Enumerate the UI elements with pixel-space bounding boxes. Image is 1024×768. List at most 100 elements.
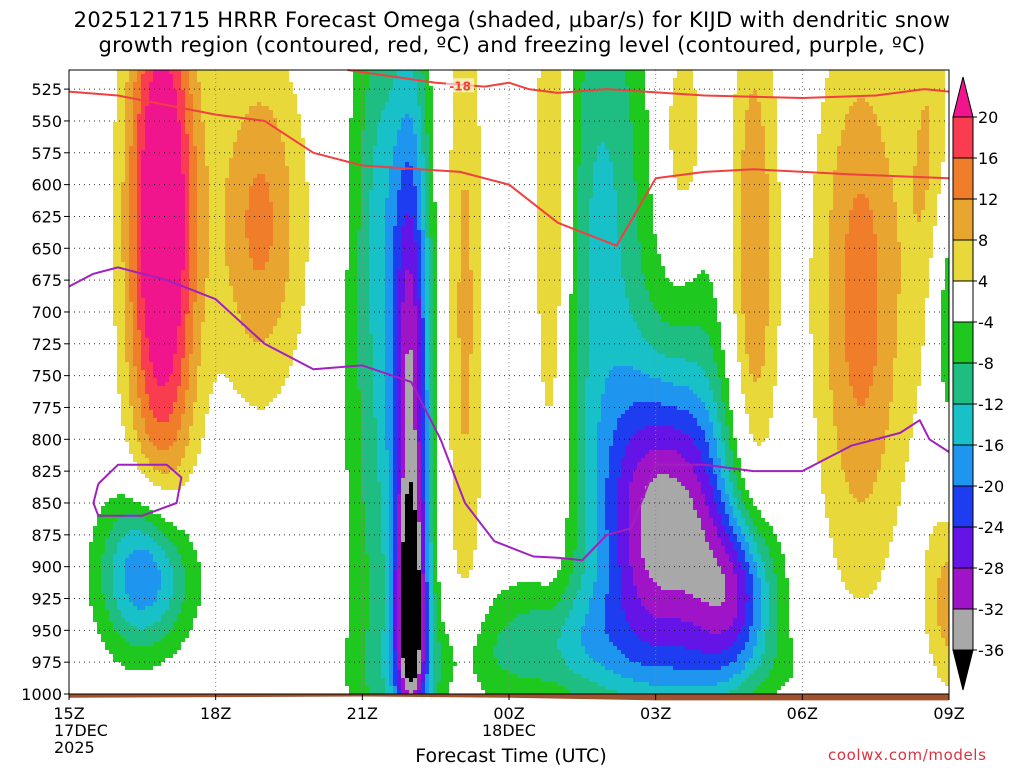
omega-cell xyxy=(349,146,353,150)
omega-cell xyxy=(237,162,241,166)
omega-cell xyxy=(289,186,293,190)
omega-cell xyxy=(689,90,693,94)
omega-cell xyxy=(541,94,545,98)
omega-cell xyxy=(581,78,585,82)
omega-cell xyxy=(157,70,161,74)
omega-cell xyxy=(201,78,205,82)
omega-cell xyxy=(621,98,625,102)
omega-cell xyxy=(473,98,477,102)
omega-cell xyxy=(181,122,185,126)
omega-cell xyxy=(361,198,365,202)
omega-cell xyxy=(889,170,893,174)
omega-cell xyxy=(457,174,461,178)
omega-cell xyxy=(425,118,429,122)
omega-cell xyxy=(133,114,137,118)
omega-cell xyxy=(177,206,181,210)
omega-cell xyxy=(913,190,917,194)
omega-cell xyxy=(269,174,273,178)
omega-cell xyxy=(925,166,929,170)
omega-cell xyxy=(893,190,897,194)
omega-cell xyxy=(573,150,577,154)
omega-cell xyxy=(157,174,161,178)
omega-cell xyxy=(541,174,545,178)
omega-cell xyxy=(349,174,353,178)
omega-cell xyxy=(365,114,369,118)
omega-cell xyxy=(161,170,165,174)
omega-cell xyxy=(429,138,433,142)
omega-cell xyxy=(261,98,265,102)
omega-cell xyxy=(817,182,821,186)
omega-cell xyxy=(865,106,869,110)
omega-cell xyxy=(205,94,209,98)
omega-cell xyxy=(877,178,881,182)
omega-cell xyxy=(897,98,901,102)
omega-cell xyxy=(473,162,477,166)
omega-cell xyxy=(929,202,933,206)
omega-cell xyxy=(397,170,401,174)
omega-cell xyxy=(249,102,253,106)
omega-cell xyxy=(841,82,845,86)
omega-cell xyxy=(613,194,617,198)
omega-cell xyxy=(225,194,229,198)
omega-cell xyxy=(917,122,921,126)
omega-cell xyxy=(205,142,209,146)
omega-cell xyxy=(197,162,201,166)
omega-cell xyxy=(817,186,821,190)
omega-cell xyxy=(393,82,397,86)
omega-cell xyxy=(161,134,165,138)
omega-cell xyxy=(845,106,849,110)
omega-cell xyxy=(841,146,845,150)
omega-cell xyxy=(253,90,257,94)
omega-cell xyxy=(161,162,165,166)
omega-cell xyxy=(629,154,633,158)
omega-cell xyxy=(733,130,737,134)
omega-cell xyxy=(409,74,413,78)
omega-cell xyxy=(765,162,769,166)
omega-cell xyxy=(745,86,749,90)
omega-cell xyxy=(601,186,605,190)
omega-cell xyxy=(173,206,177,210)
omega-cell xyxy=(237,146,241,150)
omega-cell xyxy=(181,166,185,170)
omega-cell xyxy=(125,206,129,210)
omega-cell xyxy=(577,82,581,86)
omega-cell xyxy=(641,166,645,170)
omega-cell xyxy=(457,182,461,186)
omega-cell xyxy=(625,166,629,170)
omega-cell xyxy=(145,110,149,114)
omega-cell xyxy=(749,106,753,110)
omega-cell xyxy=(353,78,357,82)
omega-cell xyxy=(149,194,153,198)
omega-cell xyxy=(285,186,289,190)
omega-cell xyxy=(117,138,121,142)
omega-cell xyxy=(469,70,473,74)
omega-cell xyxy=(417,182,421,186)
omega-cell xyxy=(913,182,917,186)
omega-cell xyxy=(293,166,297,170)
omega-cell xyxy=(913,122,917,126)
omega-cell xyxy=(165,162,169,166)
omega-cell xyxy=(209,206,213,210)
omega-cell xyxy=(605,194,609,198)
omega-cell xyxy=(221,78,225,82)
omega-cell xyxy=(733,138,737,142)
omega-cell xyxy=(121,194,125,198)
omega-cell xyxy=(449,186,453,190)
omega-cell xyxy=(689,142,693,146)
omega-cell xyxy=(929,166,933,170)
omega-cell xyxy=(753,70,757,74)
omega-cell xyxy=(377,122,381,126)
omega-cell xyxy=(269,190,273,194)
omega-cell xyxy=(857,82,861,86)
omega-cell xyxy=(537,114,541,118)
omega-cell xyxy=(633,146,637,150)
omega-cell xyxy=(409,106,413,110)
omega-cell xyxy=(641,82,645,86)
omega-cell xyxy=(393,70,397,74)
omega-cell xyxy=(145,130,149,134)
omega-cell xyxy=(733,174,737,178)
omega-cell xyxy=(177,130,181,134)
omega-cell xyxy=(201,182,205,186)
omega-cell xyxy=(461,126,465,130)
omega-cell xyxy=(617,82,621,86)
